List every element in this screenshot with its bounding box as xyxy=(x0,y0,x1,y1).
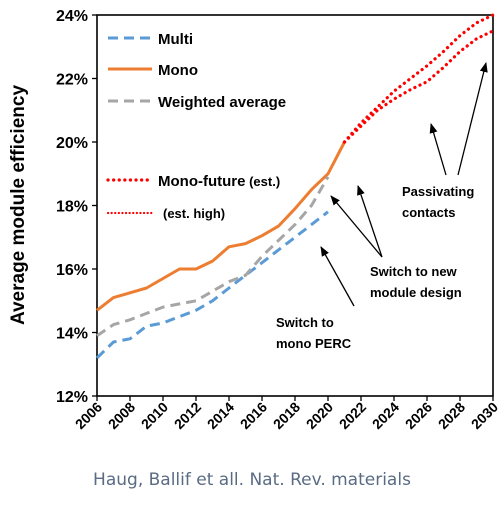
y-axis-label: Average module efficiency xyxy=(8,85,29,325)
annotation-line: Switch to xyxy=(276,315,334,330)
legend-label-multi: Multi xyxy=(158,31,193,48)
y-tick-label: 18% xyxy=(56,199,88,216)
y-tick-label: 14% xyxy=(56,326,88,343)
source-caption: Haug, Ballif et all. Nat. Rev. materials xyxy=(93,470,411,490)
x-tick-label: 2010 xyxy=(138,399,171,432)
x-tick-label: 2008 xyxy=(105,399,138,432)
legend-label-mono-future-est: (est.) xyxy=(245,174,280,189)
series-line-est-high xyxy=(342,13,495,144)
legend-label-est-high: (est. high) xyxy=(163,206,225,221)
annotation-switch-to-new-module-design: Switch to new module design xyxy=(330,185,462,300)
legend-label-mono-future-main: Mono-future xyxy=(158,173,245,190)
x-tick-label: 2022 xyxy=(336,399,369,432)
annotation-arrow xyxy=(330,195,383,258)
series-line-mono xyxy=(96,141,346,312)
x-tick-label: 2016 xyxy=(237,399,270,432)
annotation-text-switch-to-new-module-design: Switch to new module design xyxy=(370,264,462,300)
x-tick-label: 2030 xyxy=(468,399,501,432)
annotation-text-switch-to-mono-perc: Switch to mono PERC xyxy=(276,315,352,351)
x-tick-label: 2026 xyxy=(402,399,435,432)
x-axis-ticks: 2006 2008 2010 2012 2014 2016 2018 2020 2022 2024… xyxy=(72,396,501,432)
annotation-line: module design xyxy=(370,285,462,300)
annotation-arrow xyxy=(429,123,447,176)
y-axis-ticks: 12% 14% 16% 18% 20% 22% 24% xyxy=(56,8,97,406)
annotation-text-passivating-contacts: Passivating contacts xyxy=(402,184,478,220)
x-tick-label: 2024 xyxy=(369,399,402,432)
y-tick-label: 24% xyxy=(56,8,88,25)
annotation-arrow xyxy=(357,185,383,258)
legend-label-mono: Mono xyxy=(158,62,198,79)
annotation-switch-to-mono-perc: Switch to mono PERC xyxy=(276,246,355,351)
annotation-arrow xyxy=(457,62,488,176)
y-tick-label: 12% xyxy=(56,389,88,406)
series-line-weighted-average xyxy=(96,176,330,337)
y-tick-label: 22% xyxy=(56,72,88,89)
annotation-line: mono PERC xyxy=(276,336,352,351)
annotation-line: Switch to new xyxy=(370,264,458,279)
annotation-line: Passivating xyxy=(402,184,474,199)
series-layer xyxy=(95,13,495,359)
annotation-arrow xyxy=(320,246,355,307)
x-tick-label: 2020 xyxy=(303,399,336,432)
series-line-mono-future-est xyxy=(342,29,495,144)
x-tick-label: 2028 xyxy=(435,399,468,432)
x-tick-label: 2018 xyxy=(270,399,303,432)
x-tick-label: 2014 xyxy=(204,399,237,432)
x-tick-label: 2012 xyxy=(171,399,204,432)
legend-label-mono-future: Mono-future (est.) xyxy=(158,173,280,190)
legend-label-weighted-average: Weighted average xyxy=(158,94,286,111)
y-tick-label: 16% xyxy=(56,262,88,279)
series-line-multi xyxy=(95,210,329,359)
annotation-line: contacts xyxy=(402,205,455,220)
legend: Multi Mono Weighted average Mono-future … xyxy=(106,31,286,221)
annotation-passivating-contacts: Passivating contacts xyxy=(402,62,488,220)
y-tick-label: 20% xyxy=(56,135,88,152)
